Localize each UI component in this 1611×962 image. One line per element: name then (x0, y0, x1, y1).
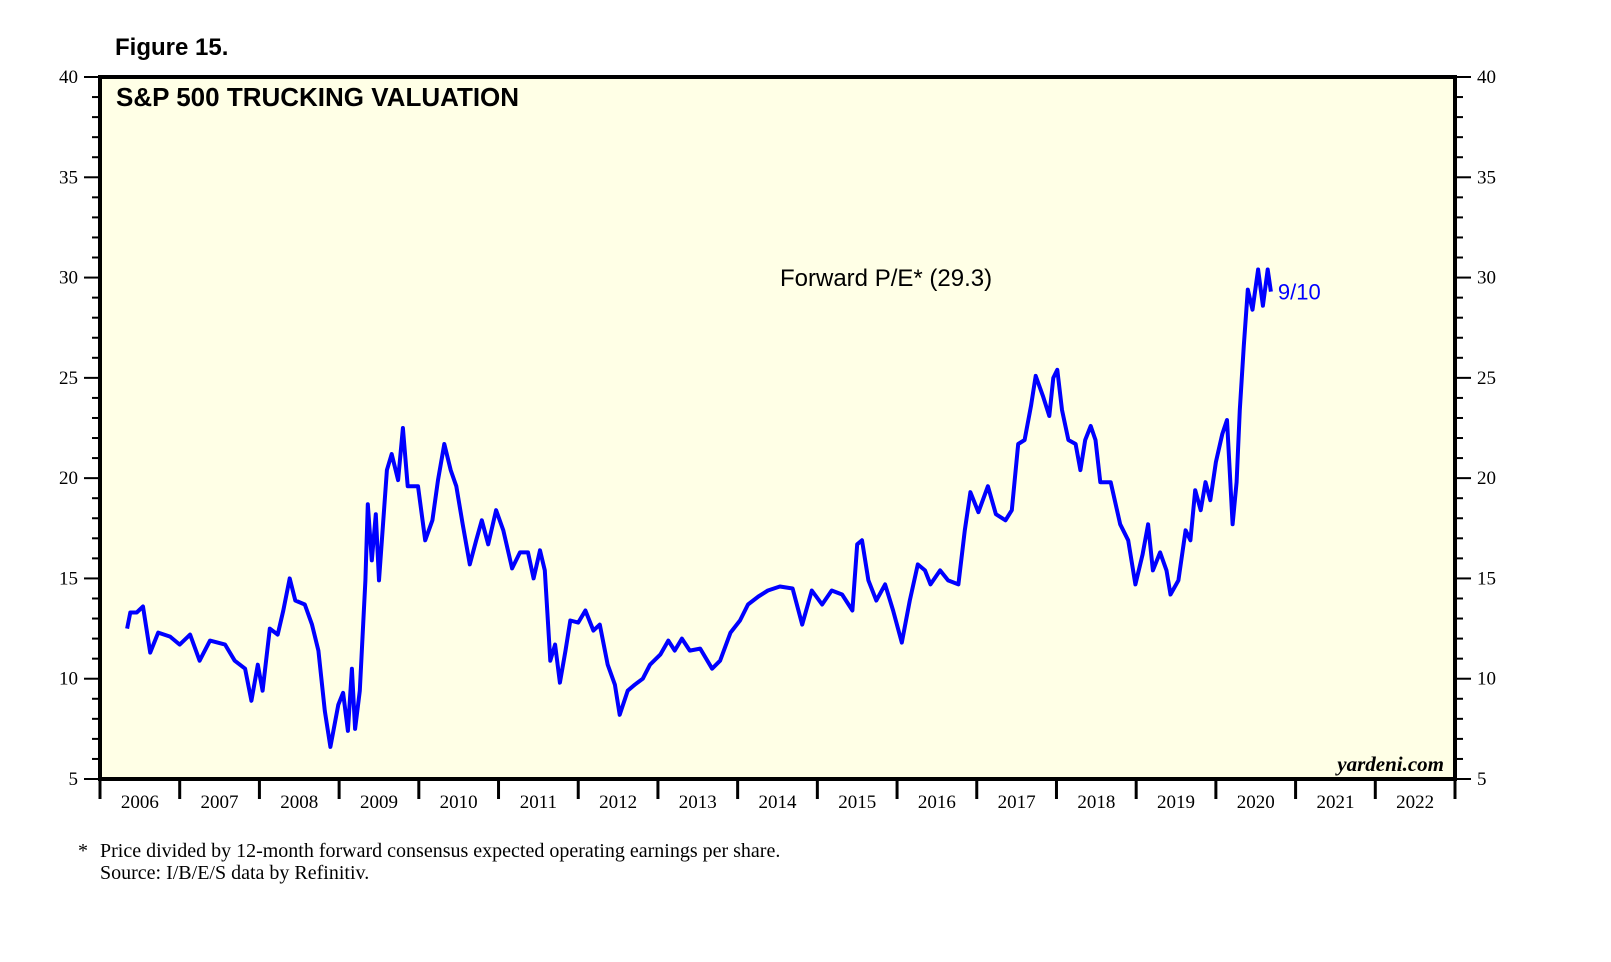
plot-frame (98, 75, 1457, 781)
x-tick-label: 2009 (360, 792, 398, 813)
y-tick-label-left: 25 (59, 368, 78, 389)
y-tick-label-right: 15 (1477, 568, 1496, 589)
x-tick-label: 2007 (201, 792, 239, 813)
y-tick-label-right: 35 (1477, 167, 1496, 188)
x-axis-ticks: 2006 2007 2008 2009 2010 2011 2012 2013 2014 2015… (98, 779, 1457, 813)
x-tick-label: 2017 (998, 792, 1036, 813)
footnote-line-1: Price divided by 12-month forward consen… (100, 840, 781, 862)
x-tick-label: 2018 (1077, 792, 1115, 813)
y-tick-label-right: 10 (1477, 669, 1496, 690)
x-tick-label: 2022 (1396, 792, 1434, 813)
plot-area (100, 77, 1455, 779)
y-tick-label-right: 20 (1477, 468, 1496, 489)
y-tick-label-left: 35 (59, 167, 78, 188)
x-tick-label: 2011 (520, 792, 557, 813)
x-tick-label: 2021 (1316, 792, 1354, 813)
y-tick-label-right: 25 (1477, 368, 1496, 389)
y-tick-label-left: 20 (59, 468, 78, 489)
y-tick-label-left: 15 (59, 568, 78, 589)
x-tick-label: 2013 (679, 792, 717, 813)
chart-title: S&P 500 TRUCKING VALUATION (116, 82, 519, 112)
x-tick-label: 2019 (1157, 792, 1195, 813)
y-tick-label-left: 40 (59, 67, 78, 88)
y-tick-label-left: 30 (59, 268, 78, 289)
x-tick-label: 2010 (440, 792, 478, 813)
series-annotation: Forward P/E* (29.3) (780, 265, 992, 292)
x-tick-label: 2006 (121, 792, 159, 813)
x-tick-label: 2015 (838, 792, 876, 813)
forward-pe-line (125, 267, 1273, 749)
last-date-label: 9/10 (1278, 280, 1321, 305)
footnote: * Price divided by 12-month forward cons… (78, 840, 780, 884)
x-tick-label: 2008 (280, 792, 318, 813)
y-tick-label-right: 30 (1477, 268, 1496, 289)
x-tick-label: 2014 (759, 792, 798, 813)
footnote-marker: * (78, 840, 88, 862)
footnote-source: Source: I/B/E/S data by Refinitiv. (100, 862, 370, 884)
x-tick-label: 2016 (918, 792, 956, 813)
y-tick-label-left: 10 (59, 669, 78, 690)
y-axis-ticks: 5 5 10 10 15 15 20 20 25 25 30 30 35 35 40 40 (59, 67, 1496, 790)
watermark: yardeni.com (1334, 752, 1444, 776)
x-tick-label: 2020 (1237, 792, 1275, 813)
y-tick-label-left: 5 (69, 769, 79, 790)
y-tick-label-right: 40 (1477, 67, 1496, 88)
y-tick-label-right: 5 (1477, 769, 1487, 790)
x-tick-label: 2012 (599, 792, 637, 813)
figure-label: Figure 15. (115, 34, 229, 61)
